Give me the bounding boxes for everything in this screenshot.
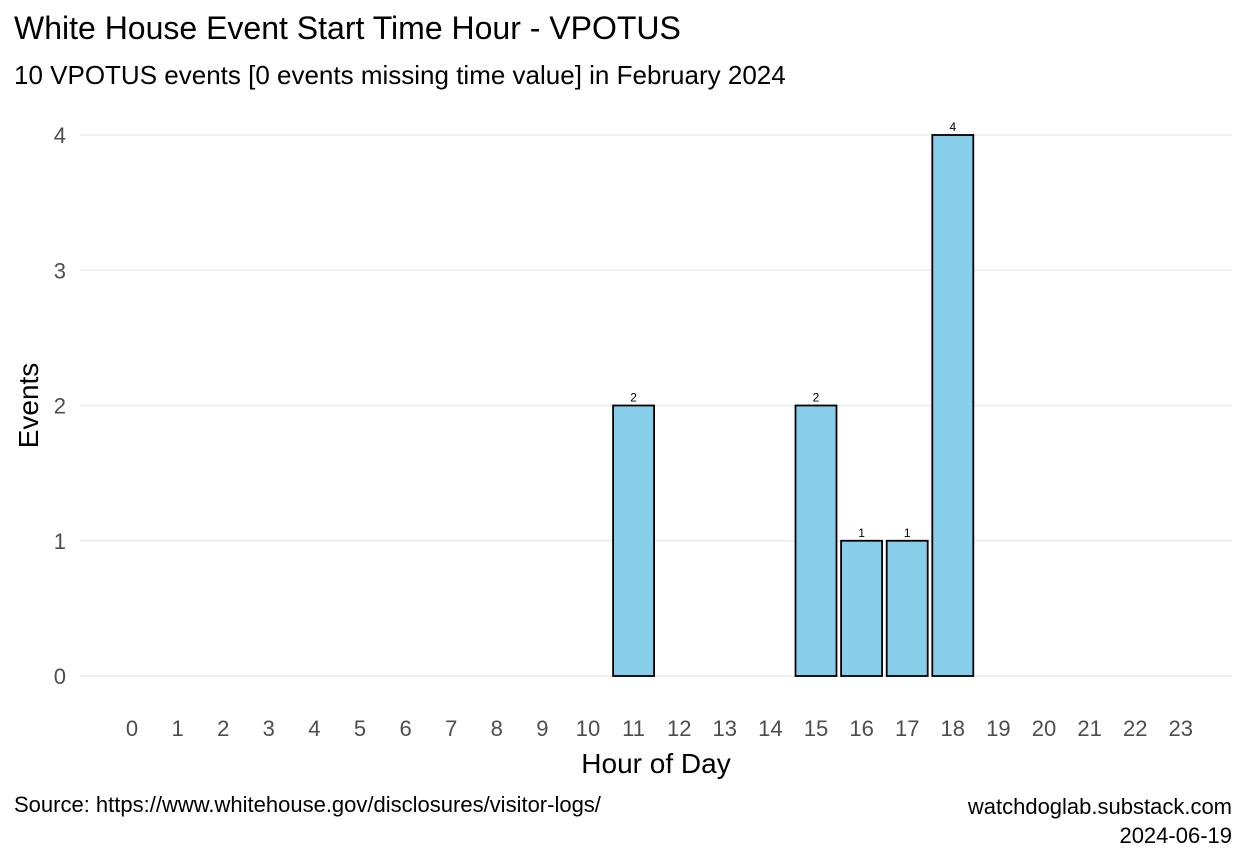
x-tick-label: 9 [536,716,548,741]
x-tick-label: 8 [491,716,503,741]
x-tick-label: 15 [804,716,828,741]
x-tick-label: 18 [941,716,965,741]
chart-subtitle: 10 VPOTUS events [0 events missing time … [14,60,786,90]
x-tick-label: 22 [1123,716,1147,741]
x-tick-label: 0 [126,716,138,741]
x-tick-label: 23 [1169,716,1193,741]
bar-labels: 2 2 1 1 4 [630,120,956,540]
x-tick-label: 3 [263,716,275,741]
bar-value-label: 4 [949,120,956,134]
caption-date: 2024-06-19 [1119,823,1232,848]
bar-value-label: 1 [904,526,911,540]
bar [885,539,929,677]
x-tick-label: 21 [1077,716,1101,741]
x-tick-label: 5 [354,716,366,741]
x-tick-label: 4 [308,716,320,741]
x-tick-label: 12 [667,716,691,741]
x-tick-label: 19 [986,716,1010,741]
x-tick-label: 11 [622,716,645,741]
bar-value-label: 2 [630,391,637,405]
x-tick-label: 14 [758,716,782,741]
y-tick-label: 3 [54,258,66,283]
x-tick-label: 17 [895,716,919,741]
y-tick-label: 2 [54,394,66,419]
bar [931,134,975,677]
x-tick-label: 6 [399,716,411,741]
credit-caption: watchdoglab.substack.com 2024-06-19 [968,792,1232,850]
gridlines [80,134,1232,677]
bar [612,404,655,677]
x-tick-label: 10 [576,716,600,741]
y-tick-label: 0 [54,664,66,689]
bar [794,404,838,677]
chart-title: White House Event Start Time Hour - VPOT… [14,10,681,46]
x-axis-title: Hour of Day [581,748,730,779]
y-axis-title: Events [13,363,44,449]
x-tick-label: 7 [445,716,457,741]
x-tick-label: 16 [849,716,873,741]
y-tick-label: 4 [54,123,66,148]
bars [612,134,975,677]
x-axis-ticks: 0 1 2 3 4 5 6 7 8 9 10 11 12 13 14 15 16 17 18 19 20 21 22 23 [126,716,1193,741]
bar-value-label: 2 [813,391,820,405]
x-tick-label: 2 [217,716,229,741]
y-axis-ticks: 0 1 2 3 4 [54,123,66,689]
site-credit: watchdoglab.substack.com [967,794,1232,819]
y-tick-label: 1 [54,529,66,554]
x-tick-label: 13 [713,716,737,741]
bar-value-label: 1 [858,526,865,540]
bar [840,539,883,677]
x-tick-label: 1 [171,716,183,741]
x-tick-label: 20 [1032,716,1056,741]
source-caption: Source: https://www.whitehouse.gov/discl… [14,792,601,817]
